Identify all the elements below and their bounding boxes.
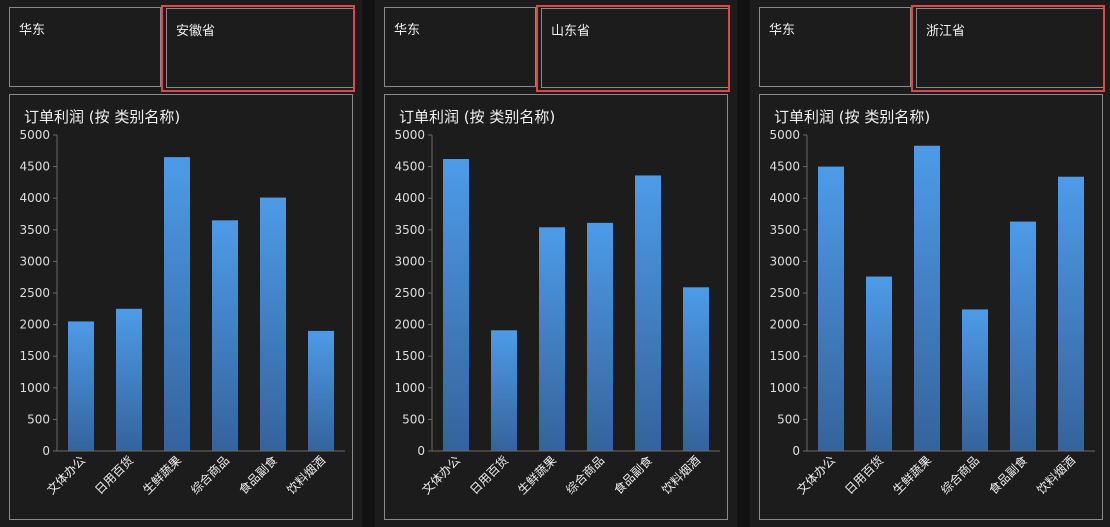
profit-chart-card: 订单利润 (按 类别名称) 0 500 1000 1500 2000 2500 3000 35… bbox=[384, 94, 728, 520]
bar-生鲜蔬果[interactable] bbox=[914, 145, 940, 451]
y-tick-label: 2000 bbox=[769, 318, 800, 332]
province-label: 浙江省 bbox=[926, 24, 966, 39]
chart-title: 订单利润 (按 类别名称) bbox=[399, 108, 556, 126]
y-tick-label: 2000 bbox=[19, 318, 50, 332]
y-tick-label: 2500 bbox=[19, 286, 50, 300]
y-tick-label: 3500 bbox=[394, 223, 425, 237]
region-filter-card[interactable]: 华东 bbox=[9, 7, 161, 87]
bar-综合商品[interactable] bbox=[587, 222, 613, 451]
y-tick-label: 2500 bbox=[394, 286, 425, 300]
x-tick-label: 日用百货 bbox=[92, 453, 137, 498]
x-tick-label: 饮料烟酒 bbox=[284, 453, 328, 497]
y-tick-label: 500 bbox=[402, 412, 425, 426]
bar-chart: 0 500 1000 1500 2000 2500 3000 3500 4000 4500 5000… bbox=[19, 128, 345, 498]
dashboard-panel-zhejiang: 华东 浙江省 订单利润 (按 类别名称) 0 500 1000 1500 2000 250… bbox=[750, 0, 1110, 527]
y-tick-label: 1000 bbox=[19, 381, 50, 395]
bar-食品副食[interactable] bbox=[1010, 221, 1036, 451]
bar-chart: 0 500 1000 1500 2000 2500 3000 3500 4000 4500 5000… bbox=[394, 128, 720, 498]
y-tick-label: 3000 bbox=[19, 254, 50, 268]
region-label: 华东 bbox=[769, 23, 796, 38]
region-label: 华东 bbox=[394, 23, 421, 38]
bar-饮料烟酒[interactable] bbox=[683, 287, 709, 451]
bar-生鲜蔬果[interactable] bbox=[539, 227, 565, 451]
x-tick-label: 文体办公 bbox=[419, 453, 464, 498]
profit-chart-card: 订单利润 (按 类别名称) 0 500 1000 1500 2000 2500 3000 35… bbox=[9, 94, 353, 520]
bar-综合商品[interactable] bbox=[212, 220, 238, 451]
y-tick-label: 0 bbox=[42, 444, 50, 458]
bar-chart: 0 500 1000 1500 2000 2500 3000 3500 4000 4500 5000… bbox=[769, 128, 1095, 498]
y-tick-label: 1500 bbox=[19, 349, 50, 363]
y-tick-label: 3000 bbox=[769, 254, 800, 268]
x-tick-label: 综合商品 bbox=[938, 453, 983, 498]
x-tick-label: 饮料烟酒 bbox=[659, 453, 703, 497]
region-filter-card[interactable]: 华东 bbox=[759, 7, 911, 87]
y-tick-label: 3500 bbox=[19, 223, 50, 237]
region-label: 华东 bbox=[19, 23, 46, 38]
chart-title: 订单利润 (按 类别名称) bbox=[774, 108, 931, 126]
x-tick-label: 食品副食 bbox=[236, 453, 281, 498]
x-tick-label: 日用百货 bbox=[467, 453, 512, 498]
bar-文体办公[interactable] bbox=[818, 166, 844, 451]
y-tick-label: 4000 bbox=[19, 191, 50, 205]
bar-文体办公[interactable] bbox=[68, 321, 94, 451]
y-tick-label: 5000 bbox=[769, 128, 800, 142]
bar-食品副食[interactable] bbox=[635, 175, 661, 451]
x-tick-label: 饮料烟酒 bbox=[1034, 453, 1078, 497]
x-tick-label: 文体办公 bbox=[794, 453, 839, 498]
x-tick-label: 文体办公 bbox=[44, 453, 89, 498]
dashboard-panel-shandong: 华东 山东省 订单利润 (按 类别名称) 0 500 1000 1500 2000 250… bbox=[375, 0, 737, 527]
x-tick-label: 生鲜蔬果 bbox=[890, 453, 934, 497]
dashboard-panel-anhui: 华东 安徽省 订单利润 (按 类别名称) 0 500 1000 1500 2000 250… bbox=[0, 0, 362, 527]
y-tick-label: 3000 bbox=[394, 254, 425, 268]
region-filter-card[interactable]: 华东 bbox=[384, 7, 536, 87]
y-tick-label: 1000 bbox=[394, 381, 425, 395]
bar-日用百货[interactable] bbox=[116, 308, 142, 451]
province-filter-card[interactable]: 安徽省 bbox=[166, 8, 354, 88]
y-tick-label: 4000 bbox=[769, 191, 800, 205]
y-tick-label: 5000 bbox=[394, 128, 425, 142]
x-tick-label: 日用百货 bbox=[842, 453, 887, 498]
x-tick-label: 综合商品 bbox=[188, 453, 233, 498]
y-tick-label: 2000 bbox=[394, 318, 425, 332]
y-tick-label: 1500 bbox=[769, 349, 800, 363]
y-tick-label: 2500 bbox=[769, 286, 800, 300]
y-tick-label: 4500 bbox=[394, 160, 425, 174]
province-filter-card[interactable]: 浙江省 bbox=[916, 8, 1104, 88]
x-tick-label: 食品副食 bbox=[611, 453, 656, 498]
bar-饮料烟酒[interactable] bbox=[308, 330, 334, 451]
bar-食品副食[interactable] bbox=[260, 197, 286, 451]
y-tick-label: 1000 bbox=[769, 381, 800, 395]
y-tick-label: 500 bbox=[777, 412, 800, 426]
y-tick-label: 0 bbox=[417, 444, 425, 458]
y-tick-label: 500 bbox=[27, 412, 50, 426]
y-tick-label: 4500 bbox=[19, 160, 50, 174]
y-tick-label: 1500 bbox=[394, 349, 425, 363]
x-tick-label: 综合商品 bbox=[563, 453, 608, 498]
bar-生鲜蔬果[interactable] bbox=[164, 157, 190, 451]
x-tick-label: 食品副食 bbox=[986, 453, 1031, 498]
y-tick-label: 5000 bbox=[19, 128, 50, 142]
y-tick-label: 4000 bbox=[394, 191, 425, 205]
bar-饮料烟酒[interactable] bbox=[1058, 176, 1084, 451]
y-tick-label: 0 bbox=[792, 444, 800, 458]
y-tick-label: 3500 bbox=[769, 223, 800, 237]
bar-综合商品[interactable] bbox=[962, 309, 988, 451]
chart-title: 订单利润 (按 类别名称) bbox=[24, 108, 181, 126]
y-tick-label: 4500 bbox=[769, 160, 800, 174]
province-filter-card[interactable]: 山东省 bbox=[541, 8, 729, 88]
x-tick-label: 生鲜蔬果 bbox=[140, 453, 184, 497]
x-tick-label: 生鲜蔬果 bbox=[515, 453, 559, 497]
bar-日用百货[interactable] bbox=[491, 330, 517, 451]
bar-日用百货[interactable] bbox=[866, 276, 892, 451]
province-label: 山东省 bbox=[551, 24, 591, 39]
profit-chart-card: 订单利润 (按 类别名称) 0 500 1000 1500 2000 2500 3000 35… bbox=[759, 94, 1103, 520]
bar-文体办公[interactable] bbox=[443, 159, 469, 451]
province-label: 安徽省 bbox=[176, 24, 216, 39]
